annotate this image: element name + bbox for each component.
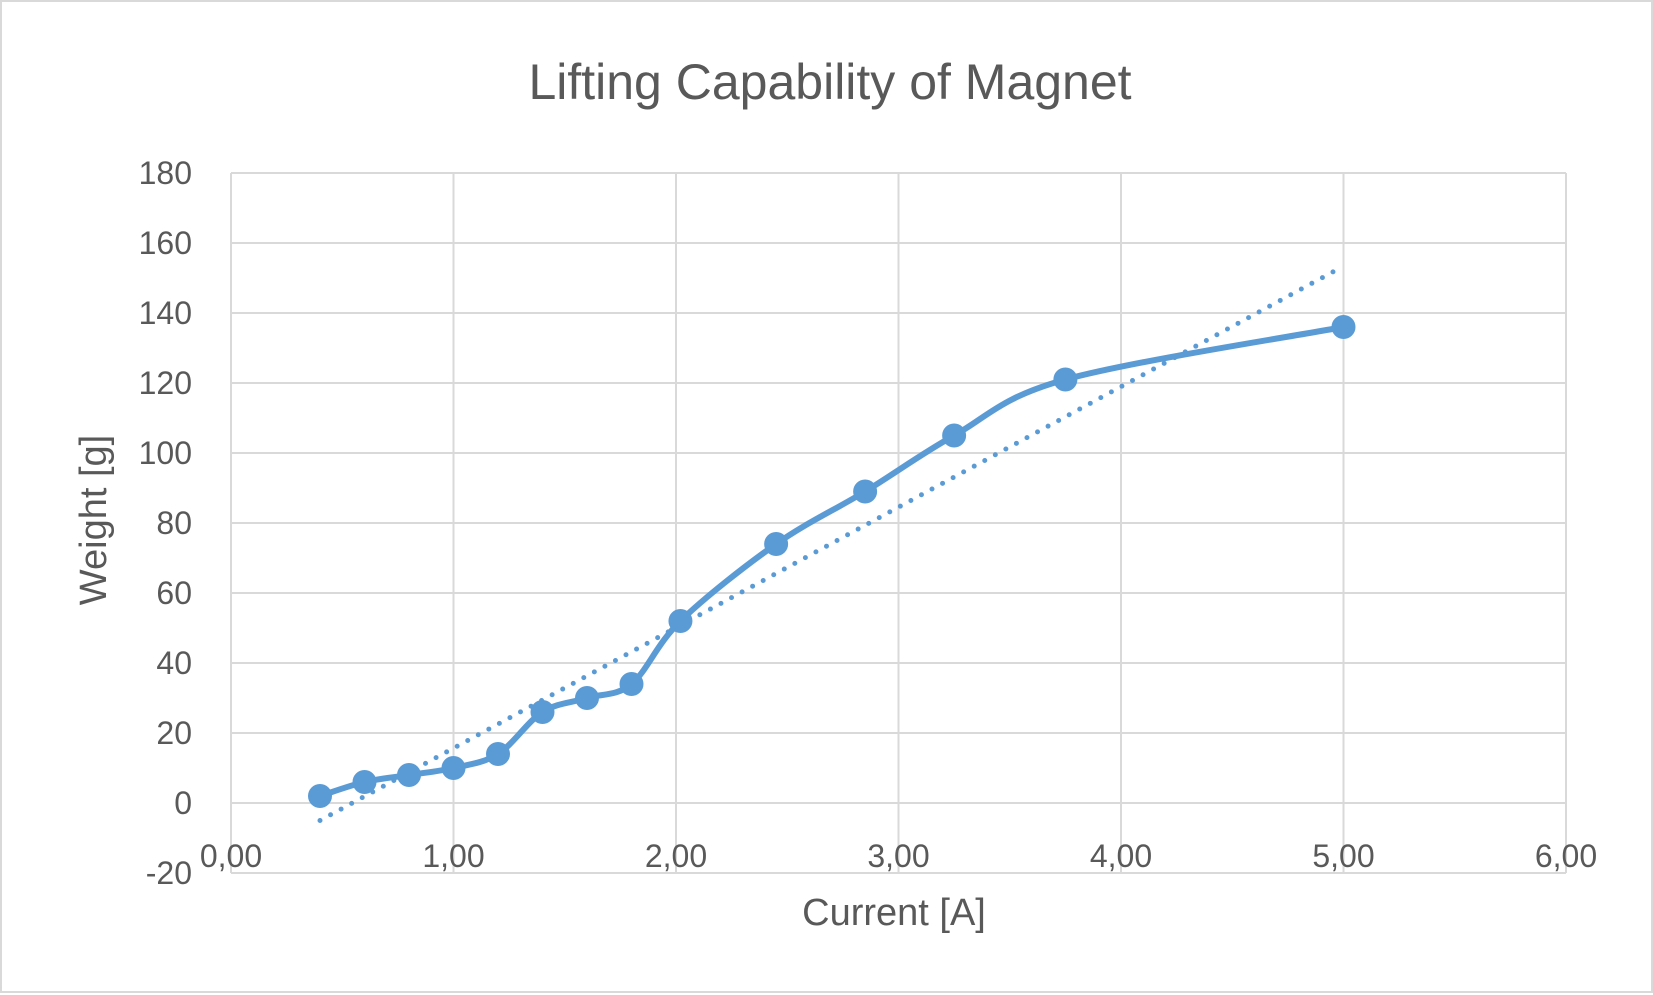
y-tick-label: 180	[139, 155, 192, 191]
data-point	[397, 763, 421, 787]
data-point	[942, 423, 967, 448]
y-tick-label: 0	[174, 785, 192, 821]
data-point	[575, 686, 599, 710]
data-point	[764, 532, 789, 556]
y-tick-label: 160	[139, 225, 192, 261]
data-point	[668, 609, 693, 633]
gridlines	[230, 172, 1567, 874]
y-axis-title: Weight [g]	[73, 435, 115, 605]
x-tick-label: 4,00	[1090, 838, 1152, 874]
data-point	[530, 700, 555, 724]
x-tick-labels: 0,00 1,00 2,00 3,00 4,00 5,00 6,00	[200, 838, 1597, 874]
x-tick-label: 6,00	[1535, 838, 1597, 874]
y-tick-label: 120	[139, 365, 192, 401]
y-tick-label: 60	[156, 575, 192, 611]
trendline	[317, 268, 1338, 823]
x-tick-label: 2,00	[645, 838, 707, 874]
series-line-layer	[319, 324, 1345, 799]
y-tick-label: 40	[156, 645, 192, 681]
chart-title: Lifting Capability of Magnet	[528, 54, 1131, 110]
data-point	[308, 784, 332, 808]
x-tick-label: 5,00	[1312, 838, 1374, 874]
x-tick-label: 3,00	[867, 838, 929, 874]
x-tick-label: 1,00	[422, 838, 484, 874]
data-point	[352, 770, 377, 794]
data-point	[853, 479, 878, 504]
data-point	[486, 742, 510, 766]
y-tick-label: -20	[146, 855, 192, 891]
y-tick-label: 20	[156, 715, 192, 751]
x-tick-label: 0,00	[200, 838, 262, 874]
y-tick-label: 100	[139, 435, 192, 471]
series-line	[319, 324, 1345, 799]
markers-layer	[308, 315, 1356, 808]
y-tick-labels: -20 0 20 40 60 80 100 120 140 160 180	[139, 155, 192, 891]
trendline-layer	[317, 268, 1338, 823]
y-tick-label: 140	[139, 295, 192, 331]
x-axis-title: Current [A]	[802, 892, 986, 934]
y-tick-label: 80	[156, 505, 192, 541]
data-point	[1331, 315, 1356, 339]
data-point	[441, 756, 466, 780]
data-point	[619, 672, 644, 696]
data-point	[1053, 367, 1078, 392]
